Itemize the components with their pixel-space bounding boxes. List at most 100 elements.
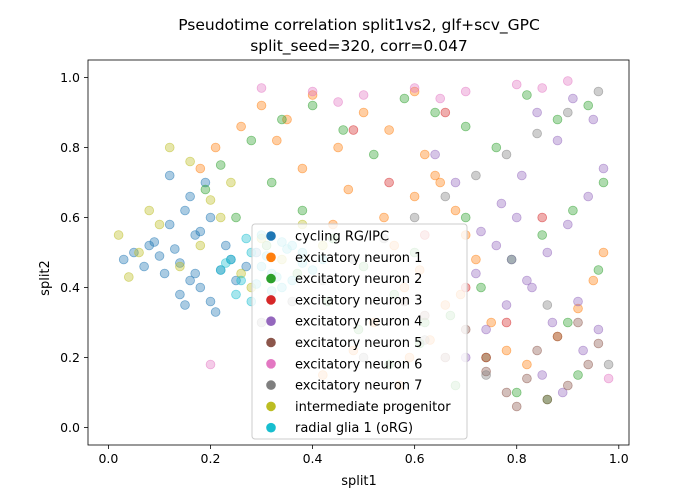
legend-label: cycling RG/IPC [295, 230, 389, 245]
data-point [154, 219, 165, 230]
data-point [476, 226, 486, 237]
data-point [384, 125, 394, 135]
x-axis: 0.0 0.2 0.4 0.6 0.8 1.0 [98, 445, 629, 466]
data-point [195, 240, 206, 251]
data-point [557, 387, 568, 398]
data-point [568, 93, 578, 104]
data-point [481, 370, 491, 380]
data-point [588, 114, 599, 125]
y-tick-label: 0.2 [60, 350, 80, 365]
data-point [185, 156, 195, 167]
data-point [190, 268, 201, 279]
data-point [506, 254, 517, 265]
data-point [256, 100, 267, 111]
data-point [236, 268, 246, 279]
data-point [399, 93, 410, 104]
data-point [430, 107, 440, 118]
data-point [277, 114, 287, 125]
y-tick-label: 0.4 [60, 280, 80, 295]
data-point [144, 240, 155, 251]
data-point [409, 86, 420, 97]
data-point [435, 93, 446, 104]
data-point [231, 289, 241, 300]
data-point [185, 191, 195, 202]
data-point [562, 76, 573, 86]
legend-label: excitatory neuron 7 [295, 379, 422, 394]
legend-label: excitatory neuron 6 [295, 357, 422, 372]
x-tick-label: 0.2 [201, 451, 221, 466]
data-point [358, 107, 369, 118]
data-point [598, 247, 609, 258]
legend-label: radial glia 1 (oRG) [295, 421, 413, 436]
data-point [578, 345, 588, 356]
legend-marker [266, 359, 276, 369]
data-point [190, 230, 201, 240]
data-point [537, 230, 547, 240]
data-point [164, 219, 175, 230]
data-point [440, 107, 451, 118]
data-point [603, 373, 614, 384]
data-point [195, 163, 206, 174]
data-point [124, 272, 134, 282]
data-point [440, 191, 451, 202]
data-point [113, 230, 124, 240]
data-point [307, 86, 318, 97]
data-point [501, 387, 512, 398]
data-point [409, 191, 420, 202]
data-point [573, 296, 583, 307]
data-point [154, 251, 165, 261]
data-point [522, 359, 532, 370]
data-point [583, 100, 593, 111]
data-point [226, 254, 236, 265]
data-point [491, 240, 502, 251]
data-point [430, 149, 440, 160]
data-point [256, 83, 267, 93]
data-point [568, 205, 578, 216]
data-point [460, 86, 471, 97]
data-point [348, 125, 359, 135]
data-point [205, 212, 216, 223]
data-point [573, 370, 583, 380]
data-point [236, 121, 246, 132]
x-tick-label: 1.0 [609, 451, 629, 466]
data-point [598, 177, 609, 188]
data-point [522, 373, 532, 384]
data-point [537, 83, 547, 93]
data-point [481, 324, 491, 335]
y-tick-label: 0.0 [60, 420, 80, 435]
legend-marker [266, 295, 276, 305]
data-point [338, 125, 349, 135]
data-point [522, 275, 532, 286]
legend-frame [251, 223, 468, 440]
x-tick-label: 0.4 [303, 451, 323, 466]
data-point [241, 261, 252, 272]
x-axis-label: split1 [341, 474, 377, 489]
data-point [307, 100, 318, 111]
data-point [210, 307, 221, 317]
data-point [593, 324, 604, 335]
data-point [573, 317, 583, 328]
data-point [231, 212, 241, 223]
data-point [501, 345, 512, 356]
data-point [343, 184, 354, 195]
legend-label: excitatory neuron 3 [295, 293, 422, 308]
data-point [501, 300, 512, 310]
data-point [205, 195, 216, 205]
data-point [522, 90, 532, 100]
series-0 [118, 170, 262, 317]
data-point [180, 205, 190, 216]
data-point [266, 177, 277, 188]
legend-marker [266, 231, 276, 241]
data-point [307, 90, 318, 100]
data-point [460, 121, 471, 132]
data-point [430, 170, 440, 181]
data-point [511, 387, 522, 398]
data-point [583, 191, 593, 202]
data-point [588, 275, 599, 286]
data-point [200, 184, 211, 195]
legend-label: excitatory neuron 4 [295, 315, 422, 330]
data-point [134, 247, 144, 258]
legend-label: excitatory neuron 5 [295, 336, 422, 351]
data-point [532, 345, 542, 356]
